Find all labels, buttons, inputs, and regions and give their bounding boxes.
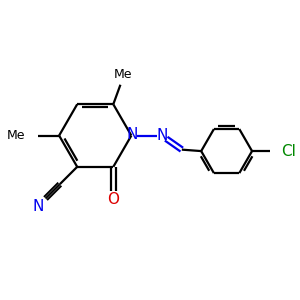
Text: Cl: Cl	[281, 144, 296, 159]
Text: O: O	[107, 192, 119, 207]
Text: N: N	[156, 128, 167, 143]
Text: Me: Me	[7, 129, 25, 142]
Text: N: N	[126, 128, 138, 142]
Text: N: N	[32, 199, 44, 214]
Text: Me: Me	[114, 68, 133, 81]
